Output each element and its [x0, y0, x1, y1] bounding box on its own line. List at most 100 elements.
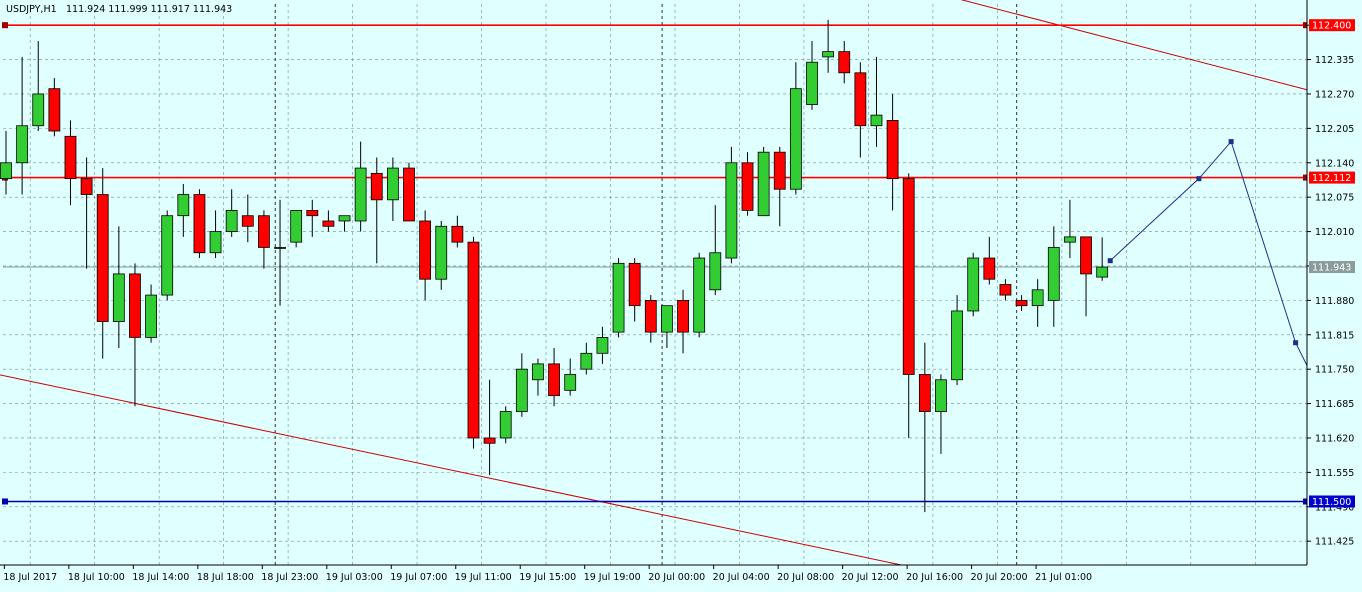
candle [661, 305, 673, 349]
candle [112, 226, 125, 349]
candle-body-bull [386, 167, 399, 201]
candle-body-bear [644, 299, 657, 333]
candle [838, 41, 851, 84]
candle [354, 141, 367, 232]
candle [258, 210, 270, 269]
time-axis-panel [0, 565, 1307, 588]
candle-body-bull [596, 337, 609, 354]
time-tick-label: 18 Jul 23:00 [261, 572, 318, 583]
candle [612, 258, 625, 338]
time-tick-label: 19 Jul 03:00 [326, 572, 383, 583]
candle [435, 220, 448, 290]
time-tick-label: 19 Jul 07:00 [390, 572, 447, 583]
candle [1015, 295, 1028, 311]
candle-body-bull [499, 411, 512, 439]
candle-body-bear [677, 299, 689, 333]
trendline[interactable] [0, 374, 977, 582]
price-tag-label: 112.400 [1312, 21, 1351, 32]
candle [532, 358, 544, 396]
candle-body-bull [1031, 289, 1044, 307]
projection-node[interactable] [1196, 176, 1202, 182]
candle-body-bear [902, 178, 915, 375]
price-tick-label: 111.685 [1315, 399, 1354, 410]
candle [209, 210, 222, 259]
price-tick-label: 112.075 [1315, 193, 1354, 204]
candle-body-bear [1080, 236, 1092, 275]
candle [1080, 236, 1092, 317]
time-tick-label: 19 Jul 19:00 [584, 572, 641, 583]
level-anchor-right[interactable] [1303, 498, 1309, 505]
candle-body-bear [419, 220, 432, 280]
projection-polyline[interactable] [1109, 28, 1362, 504]
candle-body-bear [1015, 299, 1028, 307]
candle-body-bull [1064, 236, 1076, 243]
candle-body-bull [757, 151, 770, 217]
candle [145, 284, 157, 343]
candle [0, 131, 12, 195]
level-anchor-right[interactable] [1303, 22, 1309, 29]
candle-body-bull [225, 210, 238, 232]
candle [241, 194, 254, 243]
candle [822, 19, 835, 73]
candle [403, 162, 415, 222]
time-tick-label: 20 Jul 20:00 [971, 572, 1028, 583]
candle [564, 358, 577, 396]
price-tag-label: 112.112 [1312, 173, 1351, 184]
candle [644, 295, 657, 343]
candle [596, 326, 609, 364]
candle-body-bull [354, 167, 367, 222]
candle-body-bull [935, 379, 947, 412]
candle [290, 210, 303, 248]
candle-body-bear [370, 172, 383, 201]
candle-body-bull [693, 257, 706, 333]
candle [274, 199, 286, 306]
candle [322, 210, 335, 232]
candle [467, 236, 480, 449]
candle-body-bull [0, 162, 12, 180]
candle-body-bull [612, 262, 625, 333]
level-anchor-left[interactable] [2, 498, 8, 505]
candle [789, 62, 802, 195]
candle-body-bull [532, 363, 544, 381]
projection-node[interactable] [1107, 258, 1113, 264]
candle-body-bear [306, 210, 319, 217]
candle [902, 173, 915, 438]
price-tag-label: 111.943 [1312, 263, 1351, 274]
level-anchor-left[interactable] [2, 22, 8, 29]
price-axis-panel [1307, 0, 1362, 588]
projection-node[interactable] [1293, 340, 1299, 346]
time-tick-label: 18 Jul 18:00 [197, 572, 254, 583]
candle [693, 252, 706, 338]
time-tick-label: 20 Jul 00:00 [648, 572, 705, 583]
candle [32, 41, 45, 132]
trendline[interactable] [815, 0, 1362, 110]
candle-body-bear [322, 220, 335, 227]
candle-body-bear [918, 374, 931, 412]
candle-body-bull [789, 88, 802, 190]
candle [306, 199, 319, 237]
candle-body-bull [870, 114, 883, 127]
price-tag-box [1309, 171, 1355, 184]
candle-body-bull [822, 51, 835, 58]
level-anchor-right[interactable] [1303, 174, 1309, 181]
candle [741, 152, 754, 216]
candle [757, 146, 770, 217]
candle [338, 215, 351, 232]
projection-node[interactable] [1228, 139, 1234, 145]
candle-body-bear [241, 215, 254, 227]
candle-body-bull [16, 125, 29, 164]
candle-body-bull [274, 247, 286, 249]
candle [918, 342, 931, 513]
candle-body-bear [48, 88, 61, 132]
price-tick-label: 111.620 [1315, 433, 1354, 444]
time-tick-label: 20 Jul 12:00 [842, 572, 899, 583]
candle [161, 210, 174, 301]
candle-body-bear [467, 241, 480, 439]
candle-body-bear [64, 135, 77, 180]
time-tick-label: 21 Jul 01:00 [1035, 572, 1092, 583]
candle-body-bull [580, 352, 593, 370]
projection-path[interactable] [1107, 25, 1362, 506]
